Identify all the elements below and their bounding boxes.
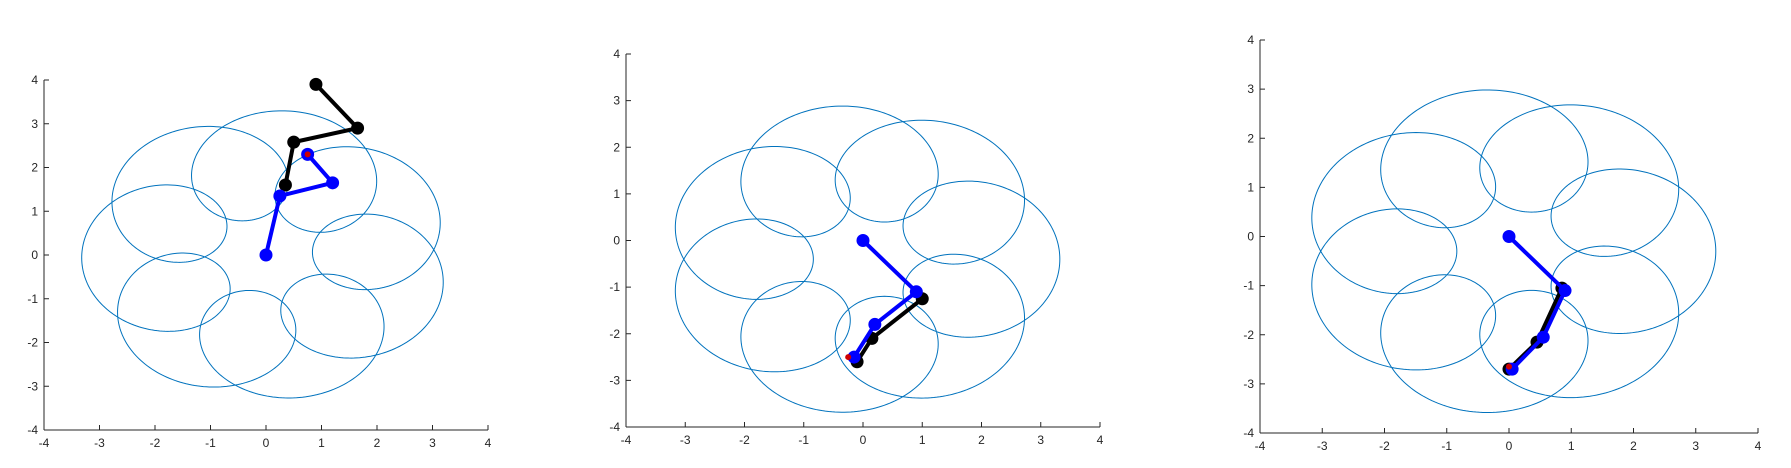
- subplot-3: -4 -3 -2 -1 0 1 2 3 4 -4 -3 -2 -1 0 1 2 3 4: [1243, 33, 1761, 453]
- x-tick-label: 3: [1692, 439, 1699, 453]
- y-tick-label: -4: [1243, 426, 1254, 440]
- y-tick-label: -1: [1243, 279, 1254, 293]
- x-tick-label: 0: [263, 436, 270, 450]
- target-arm-links: [283, 83, 360, 186]
- subplot-1: -4 -3 -2 -1 0 1 2 3 4 -4 -3 -2 -1 0 1 2 3 4: [27, 73, 491, 450]
- tracking-arm-joint: [1558, 284, 1572, 298]
- y-tick-label: -3: [1243, 377, 1254, 391]
- x-tick-label: 3: [429, 436, 436, 450]
- y-tick-label: -3: [27, 379, 38, 393]
- x-tick-label: -2: [739, 433, 750, 447]
- target-arm-joint: [309, 77, 323, 91]
- x-tick-label: 0: [860, 433, 867, 447]
- y-tick-label: -2: [1243, 328, 1254, 342]
- trajectory-line: [81, 110, 444, 399]
- y-tick-label: 0: [613, 234, 620, 248]
- x-tick-label: 1: [1568, 439, 1575, 453]
- y-tick-label: -1: [609, 280, 620, 294]
- x-tick-label: -1: [1441, 439, 1452, 453]
- end-point-marker: [304, 151, 311, 158]
- y-tick-label: 4: [31, 73, 38, 87]
- x-tick-label: -4: [621, 433, 632, 447]
- x-tick-label: 2: [1630, 439, 1637, 453]
- trajectory-line: [1311, 89, 1717, 414]
- x-tick-label: -2: [150, 436, 161, 450]
- tracking-arm-joint: [1536, 330, 1550, 344]
- y-tick-label: 2: [31, 161, 38, 175]
- y-tick-label: 3: [31, 117, 38, 131]
- tracking-arm-joint: [909, 285, 923, 299]
- subplot-2: -4 -3 -2 -1 0 1 2 3 4 -4 -3 -2 -1 0 1 2 3 4: [609, 47, 1103, 447]
- x-tick-label: -1: [798, 433, 809, 447]
- target-arm-joint: [351, 121, 365, 135]
- y-tick-label: 0: [1247, 230, 1254, 244]
- y-tick-label: 4: [613, 47, 620, 61]
- y-tick-label: -4: [609, 420, 620, 434]
- x-tick-label: 2: [978, 433, 985, 447]
- tracking-arm-joint: [273, 189, 287, 203]
- x-tick-label: 0: [1506, 439, 1513, 453]
- tracking-arm-links: [852, 239, 919, 359]
- end-point-marker: [1506, 363, 1512, 370]
- x-tick-label: 3: [1037, 433, 1044, 447]
- x-tick-label: 1: [318, 436, 325, 450]
- tracking-arm-joint: [259, 248, 273, 262]
- y-tick-label: 2: [613, 140, 620, 154]
- tracking-arm-joint: [856, 234, 870, 247]
- target-arm-joint: [278, 178, 292, 192]
- x-tick-label: 2: [374, 436, 381, 450]
- end-point-marker: [845, 354, 852, 361]
- x-tick-label: 4: [485, 436, 492, 450]
- x-tick-label: -3: [94, 436, 105, 450]
- tracking-arm-joint: [847, 350, 861, 364]
- y-tick-label: 1: [31, 204, 38, 218]
- x-tick-label: -4: [1255, 439, 1266, 453]
- x-tick-label: -4: [39, 436, 50, 450]
- y-tick-label: 0: [31, 248, 38, 262]
- y-tick-label: 1: [1247, 180, 1254, 194]
- y-tick-label: 3: [1247, 82, 1254, 96]
- y-tick-label: -3: [609, 373, 620, 387]
- tracking-arm-joint: [1502, 230, 1516, 243]
- tracking-arm-joint: [868, 317, 882, 331]
- x-tick-label: 4: [1097, 433, 1104, 447]
- tracking-arm-joint: [326, 176, 340, 190]
- x-tick-label: -2: [1379, 439, 1390, 453]
- x-tick-label: 4: [1755, 439, 1762, 453]
- tracking-arm-links: [1507, 235, 1568, 371]
- target-arm-joint: [287, 135, 301, 149]
- tracking-arm-links: [264, 153, 335, 256]
- trajectory-line: [674, 105, 1061, 413]
- x-tick-label: 1: [919, 433, 926, 447]
- y-tick-label: 3: [613, 94, 620, 108]
- x-tick-label: -3: [680, 433, 691, 447]
- y-tick-label: -1: [27, 292, 38, 306]
- target-arm-links: [855, 297, 924, 363]
- y-tick-label: -4: [27, 423, 38, 437]
- x-tick-label: -3: [1317, 439, 1328, 453]
- y-tick-label: -2: [27, 336, 38, 350]
- y-tick-label: 4: [1247, 33, 1254, 47]
- x-tick-label: -1: [205, 436, 216, 450]
- y-tick-label: -2: [609, 327, 620, 341]
- y-tick-label: 2: [1247, 131, 1254, 145]
- y-tick-label: 1: [613, 187, 620, 201]
